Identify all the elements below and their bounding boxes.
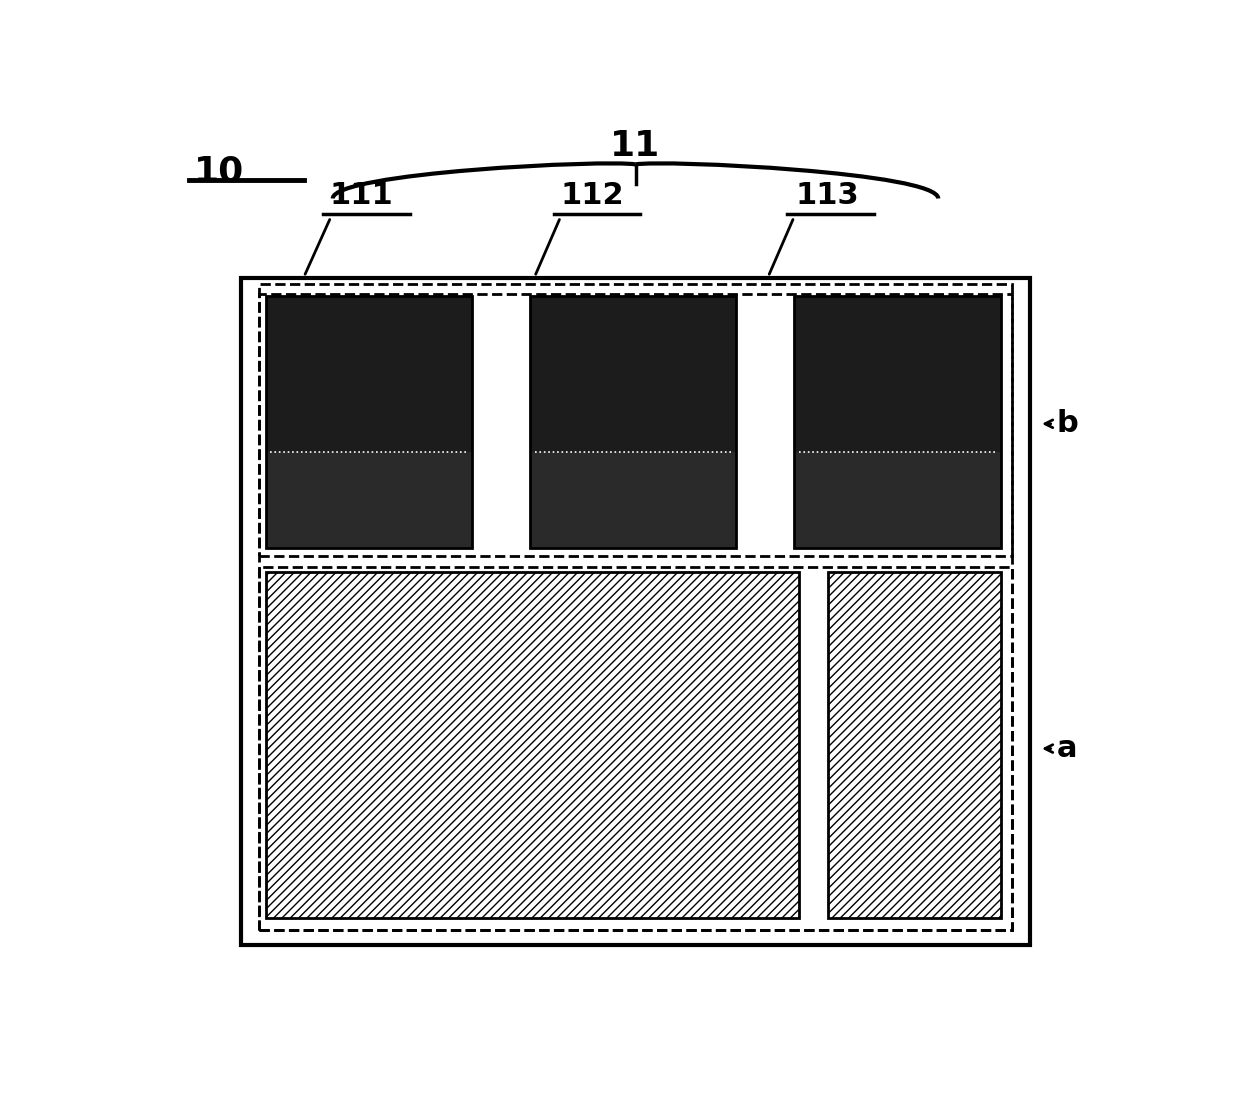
Bar <box>828 572 1001 918</box>
Text: 113: 113 <box>796 181 859 210</box>
Bar <box>259 566 1012 930</box>
Bar <box>265 295 472 452</box>
Bar <box>794 452 1001 547</box>
Bar <box>242 279 1029 946</box>
Text: 112: 112 <box>560 181 624 210</box>
Bar <box>259 294 1012 930</box>
Text: 111: 111 <box>330 181 393 210</box>
Text: 11: 11 <box>610 129 661 163</box>
Text: 10: 10 <box>193 154 244 189</box>
Bar <box>529 452 737 547</box>
Bar <box>794 295 1001 547</box>
Text: b: b <box>1056 410 1078 438</box>
Bar <box>259 284 1012 556</box>
Text: a: a <box>1056 734 1076 763</box>
Bar <box>265 572 799 918</box>
Bar <box>529 295 737 547</box>
Bar <box>265 452 472 547</box>
Bar <box>794 295 1001 452</box>
Bar <box>265 295 472 547</box>
Bar <box>529 295 737 452</box>
